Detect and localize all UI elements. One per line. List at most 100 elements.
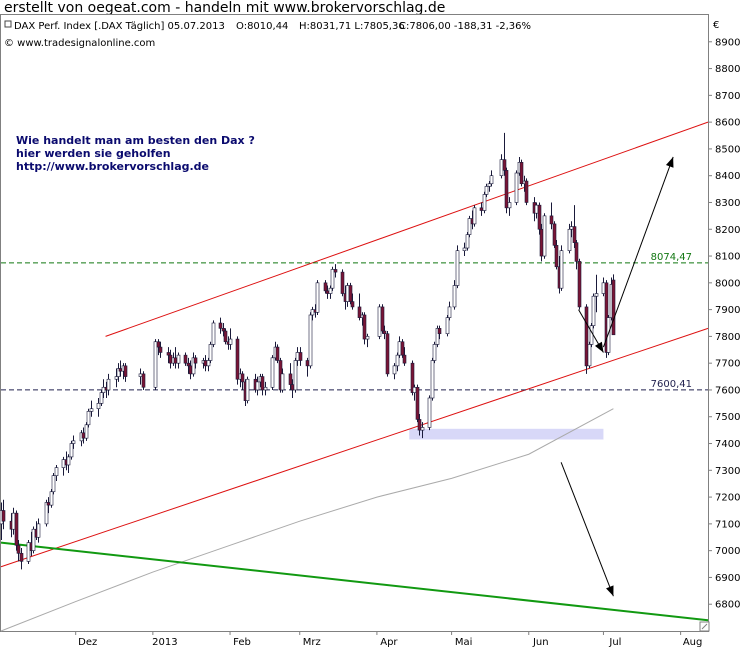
candle-body (589, 325, 594, 345)
candle-body (158, 346, 163, 353)
candle-body (472, 207, 477, 225)
candle-body (345, 285, 350, 302)
candle (84, 422, 89, 441)
candle-body (514, 172, 519, 203)
candle (66, 454, 71, 473)
candle-body (11, 512, 16, 530)
chart-header: DAX Perf. Index [.DAX Täglich] 05.07.201… (4, 20, 531, 49)
candle-body (206, 360, 211, 367)
candle-body (123, 365, 128, 377)
candle-body (412, 386, 417, 393)
candle-body (14, 512, 19, 546)
candle-body (465, 234, 470, 249)
candle (587, 341, 592, 369)
y-tick-label: 7000 (715, 546, 740, 557)
candle-body (186, 362, 191, 367)
candle (298, 347, 303, 366)
candle (141, 371, 146, 390)
candle-body (524, 180, 529, 203)
y-tick-label: 8000 (715, 278, 740, 289)
candle (549, 202, 554, 230)
x-tick-label: Feb (233, 637, 251, 648)
candle (537, 202, 542, 235)
candle (315, 280, 320, 315)
y-tick-label: 8300 (715, 198, 740, 209)
annotation: Wie handelt man am besten den Dax ? hier… (16, 134, 255, 173)
candle-body (572, 226, 577, 243)
level-label: 8074,47 (651, 252, 692, 263)
candle-body (567, 228, 572, 251)
candle-body (487, 183, 492, 187)
candle (71, 435, 76, 449)
arrow-shaft (560, 462, 614, 597)
candle (584, 304, 589, 374)
candle-body (61, 459, 66, 468)
candle-body (365, 336, 370, 340)
candle (611, 274, 616, 336)
candle-body (357, 306, 362, 318)
candle-body (350, 301, 355, 308)
candle (36, 518, 41, 543)
x-tick-label: Aug (683, 637, 703, 648)
layer-sma (0, 408, 614, 632)
y-tick-label: 8500 (715, 144, 740, 155)
candle (420, 422, 425, 439)
candle (223, 328, 228, 345)
candle (293, 357, 298, 393)
candle-body (188, 365, 193, 375)
candle (240, 371, 245, 390)
candle-body (325, 290, 330, 294)
candle-body (502, 159, 507, 171)
candle-body (382, 330, 387, 335)
y-tick-label: 7900 (715, 305, 740, 316)
candle (504, 167, 509, 214)
candle (183, 352, 188, 366)
candle (26, 539, 31, 565)
candle-body (601, 282, 606, 294)
candle (524, 178, 529, 206)
candle (465, 231, 470, 251)
candle-body (499, 159, 504, 176)
candle-body (462, 247, 467, 251)
candle-body (362, 314, 367, 340)
candle (1, 499, 6, 530)
candle (577, 258, 582, 310)
resize-grip-icon[interactable] (699, 621, 710, 632)
candle-body (31, 528, 36, 551)
candle-body (330, 269, 335, 289)
candle-body (71, 440, 76, 444)
candle (16, 539, 21, 562)
candle-body (534, 204, 539, 214)
candle-body (539, 228, 544, 257)
candle-body (552, 223, 557, 246)
candle-body (397, 341, 402, 356)
arrow-head (594, 341, 604, 353)
candle (211, 320, 216, 348)
candle-body (240, 373, 245, 383)
layer-arrows (560, 156, 674, 597)
x-axis: Dez 2013 Feb Mrz Apr Mai Jun Jul Aug (75, 631, 703, 648)
candle (69, 440, 74, 460)
candle (417, 414, 422, 436)
candle-body (482, 194, 487, 211)
y-tick-label: 6800 (715, 600, 740, 611)
candle (415, 384, 420, 423)
candle (445, 314, 450, 337)
candle (357, 293, 362, 321)
candle-body (260, 376, 265, 391)
candle (96, 397, 101, 417)
y-tick-label: 7800 (715, 332, 740, 343)
candle-body (340, 271, 345, 294)
candle-body (559, 250, 564, 289)
candle (402, 347, 407, 366)
layer-levels: 8074,47 7600,41 (1, 252, 708, 391)
candle-body (484, 186, 489, 195)
candle (260, 373, 265, 396)
candle-body (36, 523, 41, 538)
candle (567, 223, 572, 254)
candle (484, 183, 489, 198)
candle-body (114, 376, 119, 380)
candle (455, 245, 460, 289)
candle (330, 266, 335, 291)
y-tick-label: 7300 (715, 466, 740, 477)
